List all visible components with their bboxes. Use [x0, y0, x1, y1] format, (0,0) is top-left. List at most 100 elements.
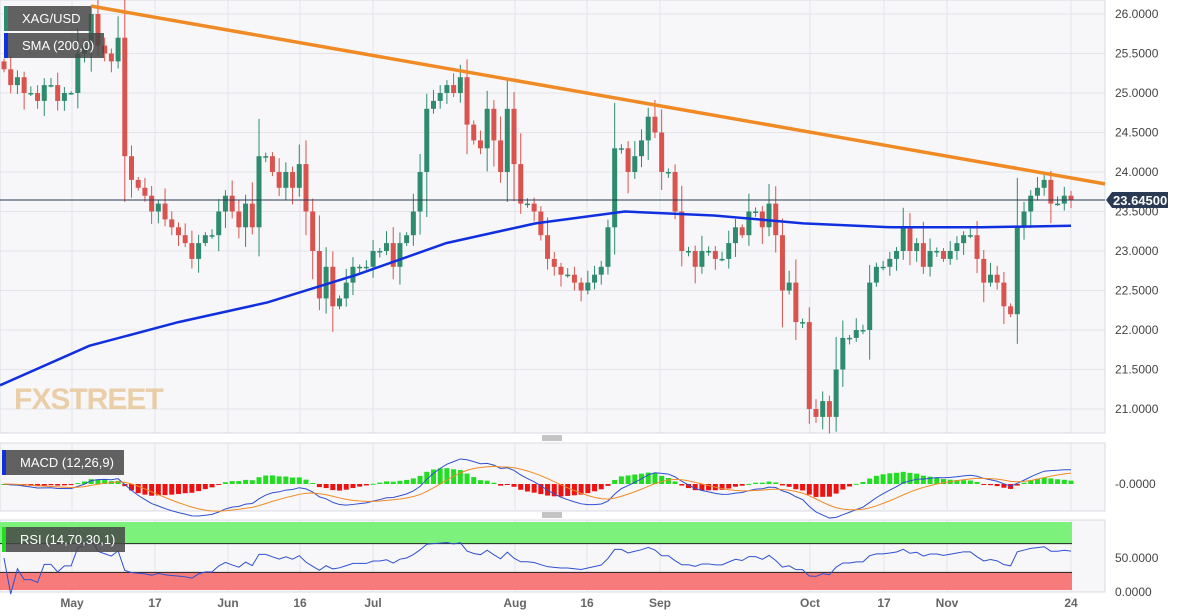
- candle-body: [826, 401, 832, 417]
- macd-histogram-bar: [954, 480, 960, 484]
- macd-histogram-bar: [800, 484, 806, 491]
- candle-body: [1021, 211, 1027, 228]
- candle-body: [732, 227, 738, 244]
- candle-body: [61, 93, 67, 101]
- macd-histogram-bar: [337, 484, 343, 491]
- candle-body: [504, 108, 510, 172]
- candle-body: [142, 187, 148, 196]
- macd-histogram-bar: [1061, 479, 1067, 484]
- candle-body: [471, 124, 477, 141]
- x-tick-label: 17: [148, 596, 162, 610]
- macd-histogram-bar: [1028, 480, 1034, 484]
- y-tick-label: 22.0000: [1115, 323, 1159, 337]
- macd-histogram-bar: [296, 477, 302, 484]
- macd-histogram-bar: [357, 484, 363, 487]
- candle-body: [605, 227, 611, 267]
- macd-histogram-bar: [1055, 479, 1061, 484]
- macd-histogram-bar: [652, 473, 658, 484]
- candle-body: [444, 85, 450, 93]
- candle-body: [961, 235, 967, 244]
- x-tick-label: Sep: [649, 596, 671, 610]
- candle-body: [216, 211, 222, 236]
- candle-body: [256, 156, 262, 228]
- candle-body: [779, 235, 785, 291]
- candle-body: [806, 322, 812, 409]
- candle-body: [625, 148, 631, 172]
- candle-body: [303, 164, 309, 212]
- macd-pane: [0, 442, 1106, 512]
- candle-body: [477, 140, 483, 149]
- macd-histogram-bar: [625, 475, 631, 484]
- macd-histogram-bar: [162, 484, 168, 496]
- candle-body: [48, 85, 54, 87]
- candle-body: [853, 330, 859, 338]
- macd-histogram-bar: [310, 482, 316, 484]
- candle-body: [390, 243, 396, 267]
- macd-histogram-bar: [323, 484, 329, 489]
- candle-body: [753, 211, 759, 213]
- candle-body: [558, 266, 564, 275]
- macd-histogram-bar: [377, 482, 383, 484]
- macd-histogram-bar: [739, 484, 745, 486]
- macd-tick-label: -0.0000: [1115, 477, 1156, 491]
- macd-histogram-bar: [706, 484, 712, 491]
- macd-histogram-bar: [940, 478, 946, 484]
- macd-histogram-bar: [82, 481, 88, 484]
- macd-histogram-bar: [498, 484, 504, 486]
- candle-body: [880, 266, 886, 269]
- x-tick-label: 16: [293, 596, 307, 610]
- macd-histogram-bar: [437, 468, 443, 484]
- candle-body: [840, 337, 846, 370]
- candle-body: [337, 298, 343, 307]
- last-price-label: 23.64500: [1113, 193, 1167, 208]
- candle-body: [847, 337, 853, 340]
- candle-body: [692, 251, 698, 267]
- macd-histogram-bar: [477, 480, 483, 484]
- candle-body: [940, 251, 946, 259]
- candle-body: [652, 116, 658, 133]
- macd-histogram-bar: [873, 475, 879, 484]
- macd-histogram-bar: [967, 480, 973, 484]
- candle-body: [699, 251, 705, 267]
- macd-histogram-bar: [987, 484, 993, 486]
- macd-histogram-bar: [430, 469, 436, 484]
- macd-histogram-bar: [820, 484, 826, 497]
- macd-histogram-bar: [1014, 484, 1020, 486]
- last-price-badge: [1106, 192, 1168, 209]
- macd-histogram-bar: [1048, 478, 1054, 484]
- candle-body: [149, 195, 155, 212]
- candle-body: [21, 77, 27, 93]
- macd-histogram-bar: [867, 478, 873, 484]
- macd-histogram-bar: [618, 476, 624, 484]
- candle-body: [155, 203, 161, 212]
- candle-body: [793, 282, 799, 323]
- candle-body: [384, 243, 390, 251]
- macd-histogram-bar: [417, 475, 423, 484]
- macd-histogram-bar: [974, 481, 980, 484]
- y-tick-label: 21.0000: [1115, 402, 1159, 416]
- fxstreet-watermark: FXSTREET: [14, 383, 164, 416]
- candle-body: [222, 195, 228, 212]
- candle-body: [639, 140, 645, 157]
- candle-body: [524, 203, 530, 206]
- macd-histogram-bar: [129, 484, 135, 491]
- candle-body: [746, 211, 752, 236]
- macd-histogram-bar: [196, 484, 202, 492]
- candle-body: [484, 108, 490, 149]
- candle-body: [873, 266, 879, 283]
- macd-histogram-bar: [826, 484, 832, 497]
- sma-200-line: [0, 210, 1072, 387]
- macd-histogram-bar: [410, 478, 416, 484]
- x-tick-label: 17: [877, 596, 891, 610]
- macd-histogram-bar: [565, 484, 571, 496]
- macd-histogram-bar: [384, 481, 390, 484]
- candle-body: [706, 251, 712, 253]
- candle-body: [1008, 306, 1014, 315]
- macd-histogram-bar: [719, 484, 725, 490]
- symbol-label: XAG/USD: [4, 6, 91, 31]
- y-tick-label: 25.5000: [1115, 47, 1159, 61]
- macd-histogram-bar: [753, 482, 759, 484]
- macd-histogram-bar: [75, 483, 81, 485]
- candle-body: [1055, 203, 1061, 206]
